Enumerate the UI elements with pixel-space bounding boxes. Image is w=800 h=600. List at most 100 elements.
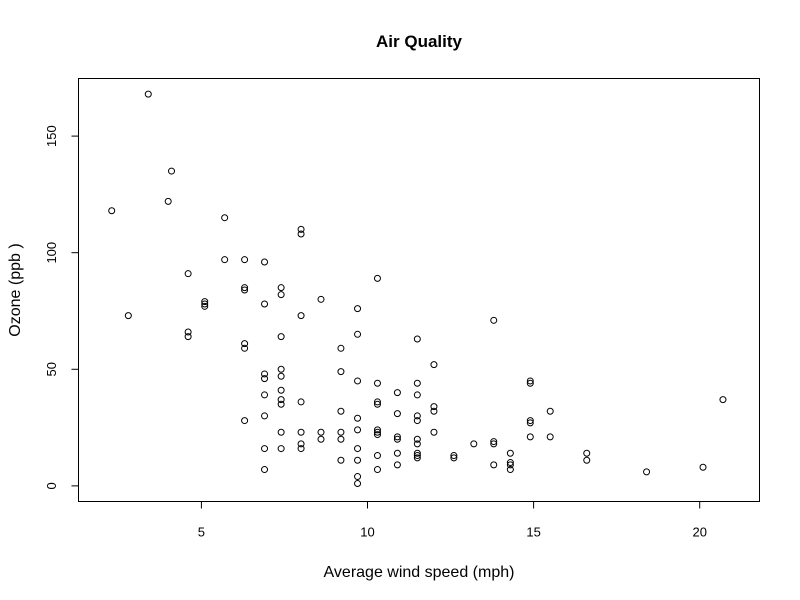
data-point	[354, 426, 362, 434]
data-point	[277, 386, 285, 394]
data-point	[373, 274, 381, 282]
data-point	[297, 230, 305, 238]
y-axis: 0 50 100 150	[44, 125, 79, 489]
data-point	[297, 398, 305, 406]
data-point	[430, 403, 438, 411]
data-point	[506, 449, 514, 457]
data-point	[413, 417, 421, 425]
data-point	[221, 256, 229, 264]
data-point	[583, 449, 591, 457]
data-point	[277, 396, 285, 404]
data-point	[354, 445, 362, 453]
data-point	[373, 379, 381, 387]
data-point	[413, 379, 421, 387]
data-point	[201, 302, 209, 310]
data-point	[373, 398, 381, 406]
data-point	[490, 438, 498, 446]
data-point	[526, 417, 534, 425]
data-point	[430, 428, 438, 436]
data-point	[261, 412, 269, 420]
data-point	[413, 412, 421, 420]
y-tick-label: 0	[44, 482, 59, 489]
data-point	[413, 452, 421, 460]
data-point	[373, 428, 381, 436]
data-point	[470, 440, 478, 448]
data-point	[583, 456, 591, 464]
data-point	[373, 400, 381, 408]
data-point	[144, 90, 152, 98]
data-point	[124, 312, 132, 320]
data-point	[297, 445, 305, 453]
data-point	[526, 419, 534, 427]
data-point	[164, 197, 172, 205]
data-point	[506, 461, 514, 469]
data-point	[241, 284, 249, 292]
data-point	[506, 466, 514, 474]
data-point	[261, 391, 269, 399]
data-point	[201, 298, 209, 306]
data-point	[297, 428, 305, 436]
data-point	[450, 452, 458, 460]
data-point	[277, 284, 285, 292]
data-point	[373, 452, 381, 460]
data-point	[413, 440, 421, 448]
data-point	[337, 344, 345, 352]
data-point	[413, 454, 421, 462]
data-point	[413, 435, 421, 443]
data-point	[490, 461, 498, 469]
data-point	[430, 407, 438, 415]
data-point	[393, 389, 401, 397]
data-point	[297, 225, 305, 233]
data-point	[526, 433, 534, 441]
data-point	[241, 256, 249, 264]
data-point	[277, 372, 285, 380]
x-tick-label: 20	[692, 525, 706, 540]
data-points	[108, 90, 727, 488]
data-point	[546, 433, 554, 441]
data-point	[277, 445, 285, 453]
data-point	[546, 407, 554, 415]
data-point	[373, 431, 381, 439]
data-point	[506, 459, 514, 467]
data-point	[373, 466, 381, 474]
data-point	[108, 207, 116, 215]
data-point	[526, 379, 534, 387]
data-point	[337, 368, 345, 376]
data-point	[317, 295, 325, 303]
data-point	[490, 440, 498, 448]
data-point	[643, 468, 651, 476]
data-point	[354, 480, 362, 488]
data-point	[241, 340, 249, 348]
data-point	[393, 435, 401, 443]
data-point	[719, 396, 727, 404]
data-point	[261, 466, 269, 474]
data-point	[337, 456, 345, 464]
data-point	[430, 361, 438, 369]
data-point	[297, 312, 305, 320]
data-point	[354, 473, 362, 481]
chart-title: Air Quality	[376, 32, 463, 51]
data-point	[277, 365, 285, 373]
data-point	[354, 305, 362, 313]
data-point	[317, 435, 325, 443]
data-point	[354, 330, 362, 338]
data-point	[413, 391, 421, 399]
y-axis-label: Ozone (ppb )	[7, 243, 24, 336]
data-point	[526, 377, 534, 385]
data-point	[261, 370, 269, 378]
data-point	[277, 400, 285, 408]
data-point	[184, 333, 192, 341]
x-axis: 5 10 15 20	[198, 501, 707, 540]
data-point	[184, 328, 192, 336]
data-point	[277, 428, 285, 436]
data-point	[317, 428, 325, 436]
data-point	[261, 375, 269, 383]
data-point	[354, 414, 362, 422]
data-point	[261, 445, 269, 453]
x-tick-label: 15	[526, 525, 540, 540]
data-point	[393, 410, 401, 418]
data-point	[184, 270, 192, 278]
data-point	[277, 333, 285, 341]
x-axis-label: Average wind speed (mph)	[324, 564, 515, 581]
